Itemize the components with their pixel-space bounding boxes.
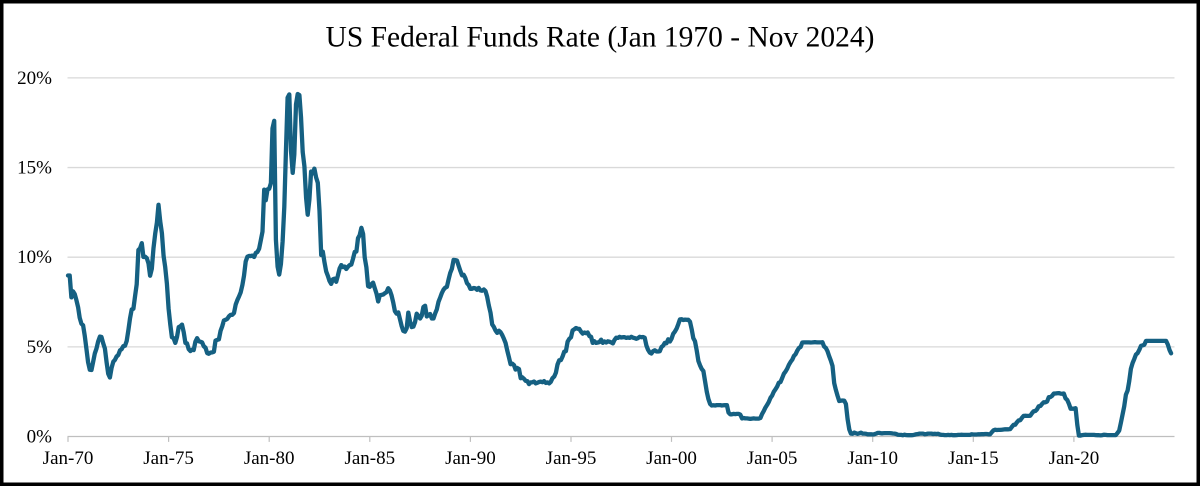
svg-text:Jan-05: Jan-05 — [747, 448, 798, 469]
svg-text:Jan-85: Jan-85 — [344, 448, 395, 469]
svg-text:Jan-20: Jan-20 — [1049, 448, 1100, 469]
svg-text:20%: 20% — [17, 68, 52, 89]
svg-text:Jan-70: Jan-70 — [43, 448, 94, 469]
svg-text:Jan-95: Jan-95 — [546, 448, 597, 469]
svg-text:US Federal Funds Rate (Jan 197: US Federal Funds Rate (Jan 1970 - Nov 20… — [326, 22, 875, 54]
svg-text:15%: 15% — [17, 158, 52, 179]
svg-text:10%: 10% — [17, 247, 52, 268]
svg-text:Jan-10: Jan-10 — [847, 448, 898, 469]
svg-text:Jan-15: Jan-15 — [948, 448, 999, 469]
svg-text:Jan-75: Jan-75 — [143, 448, 194, 469]
svg-text:5%: 5% — [27, 337, 53, 358]
svg-text:0%: 0% — [27, 427, 53, 448]
svg-text:Jan-00: Jan-00 — [646, 448, 697, 469]
svg-text:Jan-80: Jan-80 — [244, 448, 295, 469]
svg-text:Jan-90: Jan-90 — [445, 448, 496, 469]
